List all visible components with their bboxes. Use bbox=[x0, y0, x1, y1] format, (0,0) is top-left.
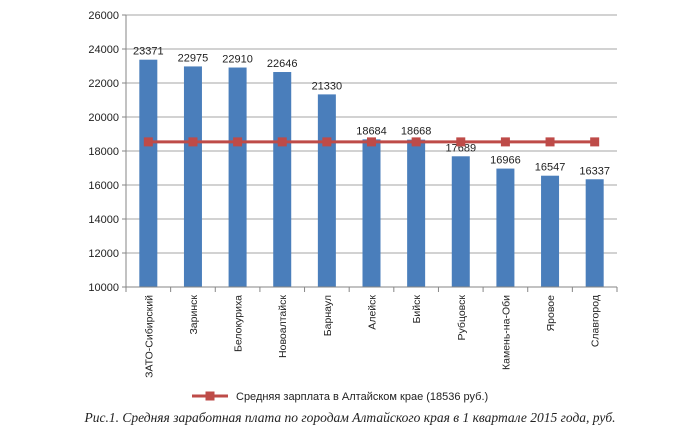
average-marker bbox=[411, 137, 421, 147]
x-tick-label: Барнаул bbox=[322, 295, 334, 336]
data-label: 16337 bbox=[579, 165, 610, 177]
legend-marker-swatch bbox=[205, 391, 215, 401]
average-marker bbox=[277, 137, 287, 147]
x-tick-label: Яровое bbox=[545, 295, 557, 332]
bar bbox=[139, 59, 158, 288]
data-label: 18684 bbox=[356, 125, 387, 137]
data-labels: 23371 22975 22910 22646 21330 18684 18668 17689… bbox=[133, 46, 610, 178]
bar bbox=[228, 67, 247, 287]
x-tick-label: Камень-на-Оби bbox=[500, 295, 512, 370]
x-tick-label: Славгород bbox=[590, 295, 602, 347]
average-marker bbox=[590, 137, 600, 147]
y-tick-label: 24000 bbox=[88, 44, 119, 56]
average-line-series bbox=[143, 137, 600, 147]
average-marker bbox=[233, 137, 243, 147]
average-marker bbox=[188, 137, 198, 147]
figure-caption: Рис.1. Средняя заработная плата по город… bbox=[84, 410, 616, 425]
x-tick-label: Алейск bbox=[367, 295, 379, 330]
average-marker bbox=[500, 137, 510, 147]
x-tick-label: Рубцовск bbox=[456, 295, 468, 341]
data-label: 22975 bbox=[178, 52, 209, 64]
average-marker bbox=[143, 137, 153, 147]
x-tick-label: Заринск bbox=[188, 295, 200, 335]
y-axis: 10000 12000 14000 16000 18000 20000 22000 24000… bbox=[88, 10, 127, 294]
average-marker bbox=[545, 137, 555, 147]
data-label: 16966 bbox=[490, 155, 521, 167]
data-label: 16547 bbox=[535, 162, 566, 174]
y-tick-label: 10000 bbox=[88, 282, 119, 294]
legend: Средняя зарплата в Алтайском крае (18536… bbox=[192, 391, 488, 403]
data-label: 17689 bbox=[445, 142, 476, 154]
bar bbox=[273, 72, 292, 287]
bar bbox=[451, 156, 470, 287]
x-tick-label: Белокуриха bbox=[233, 295, 245, 352]
bar bbox=[317, 94, 336, 287]
x-axis: ЗАТО-Сибирский Заринск Белокуриха Новоалтай… bbox=[125, 286, 618, 378]
y-tick-label: 20000 bbox=[88, 112, 119, 124]
x-tick-label: Новоалтайск bbox=[277, 295, 289, 358]
data-label: 22910 bbox=[222, 54, 253, 66]
bar bbox=[496, 168, 515, 287]
data-label: 23371 bbox=[133, 46, 164, 58]
y-tick-label: 16000 bbox=[88, 180, 119, 192]
data-label: 22646 bbox=[267, 58, 298, 70]
bar bbox=[183, 66, 202, 287]
x-tick-label: ЗАТО-Сибирский bbox=[143, 295, 155, 378]
average-marker bbox=[456, 137, 466, 147]
bar bbox=[541, 175, 560, 287]
legend-label: Средняя зарплата в Алтайском крае (18536… bbox=[236, 391, 488, 403]
y-tick-label: 22000 bbox=[88, 78, 119, 90]
y-tick-label: 18000 bbox=[88, 146, 119, 158]
data-label: 18668 bbox=[401, 126, 432, 138]
y-tick-label: 12000 bbox=[88, 248, 119, 260]
bar bbox=[362, 139, 381, 287]
bar bbox=[407, 139, 426, 287]
x-tick-label: Бийск bbox=[411, 295, 423, 324]
data-label: 21330 bbox=[312, 80, 343, 92]
y-tick-label: 26000 bbox=[88, 10, 119, 22]
average-marker bbox=[367, 137, 376, 147]
average-marker bbox=[322, 137, 332, 147]
y-tick-label: 14000 bbox=[88, 214, 119, 226]
bar bbox=[585, 179, 604, 287]
